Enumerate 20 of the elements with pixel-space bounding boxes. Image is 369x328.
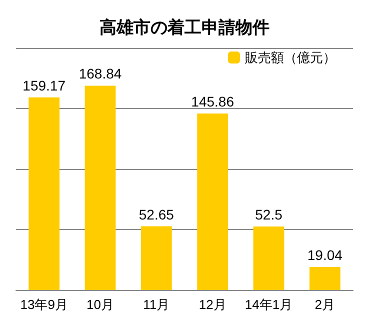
x-tick-label: 12月 <box>198 297 226 312</box>
bar <box>140 226 172 290</box>
data-label: 19.04 <box>307 246 343 263</box>
data-label: 168.84 <box>78 66 122 82</box>
bar <box>28 97 60 290</box>
chart-title: 高雄市の着工申請物件 <box>100 18 270 37</box>
data-label: 145.86 <box>191 94 234 110</box>
data-label: 52.65 <box>138 206 174 222</box>
x-tick-label: 13年9月 <box>20 297 68 312</box>
data-label: 159.17 <box>22 77 66 94</box>
bar <box>84 86 116 290</box>
x-tick-label: 14年1月 <box>244 297 293 312</box>
bar <box>253 226 284 290</box>
x-tick-label: 10月 <box>86 297 114 312</box>
x-tick-label: 11月 <box>143 297 170 312</box>
x-tick-label: 2月 <box>314 297 336 312</box>
bar <box>309 266 340 290</box>
data-label: 52.5 <box>255 206 283 222</box>
legend-label: 販売額（億元） <box>245 50 336 65</box>
bar <box>197 114 228 290</box>
